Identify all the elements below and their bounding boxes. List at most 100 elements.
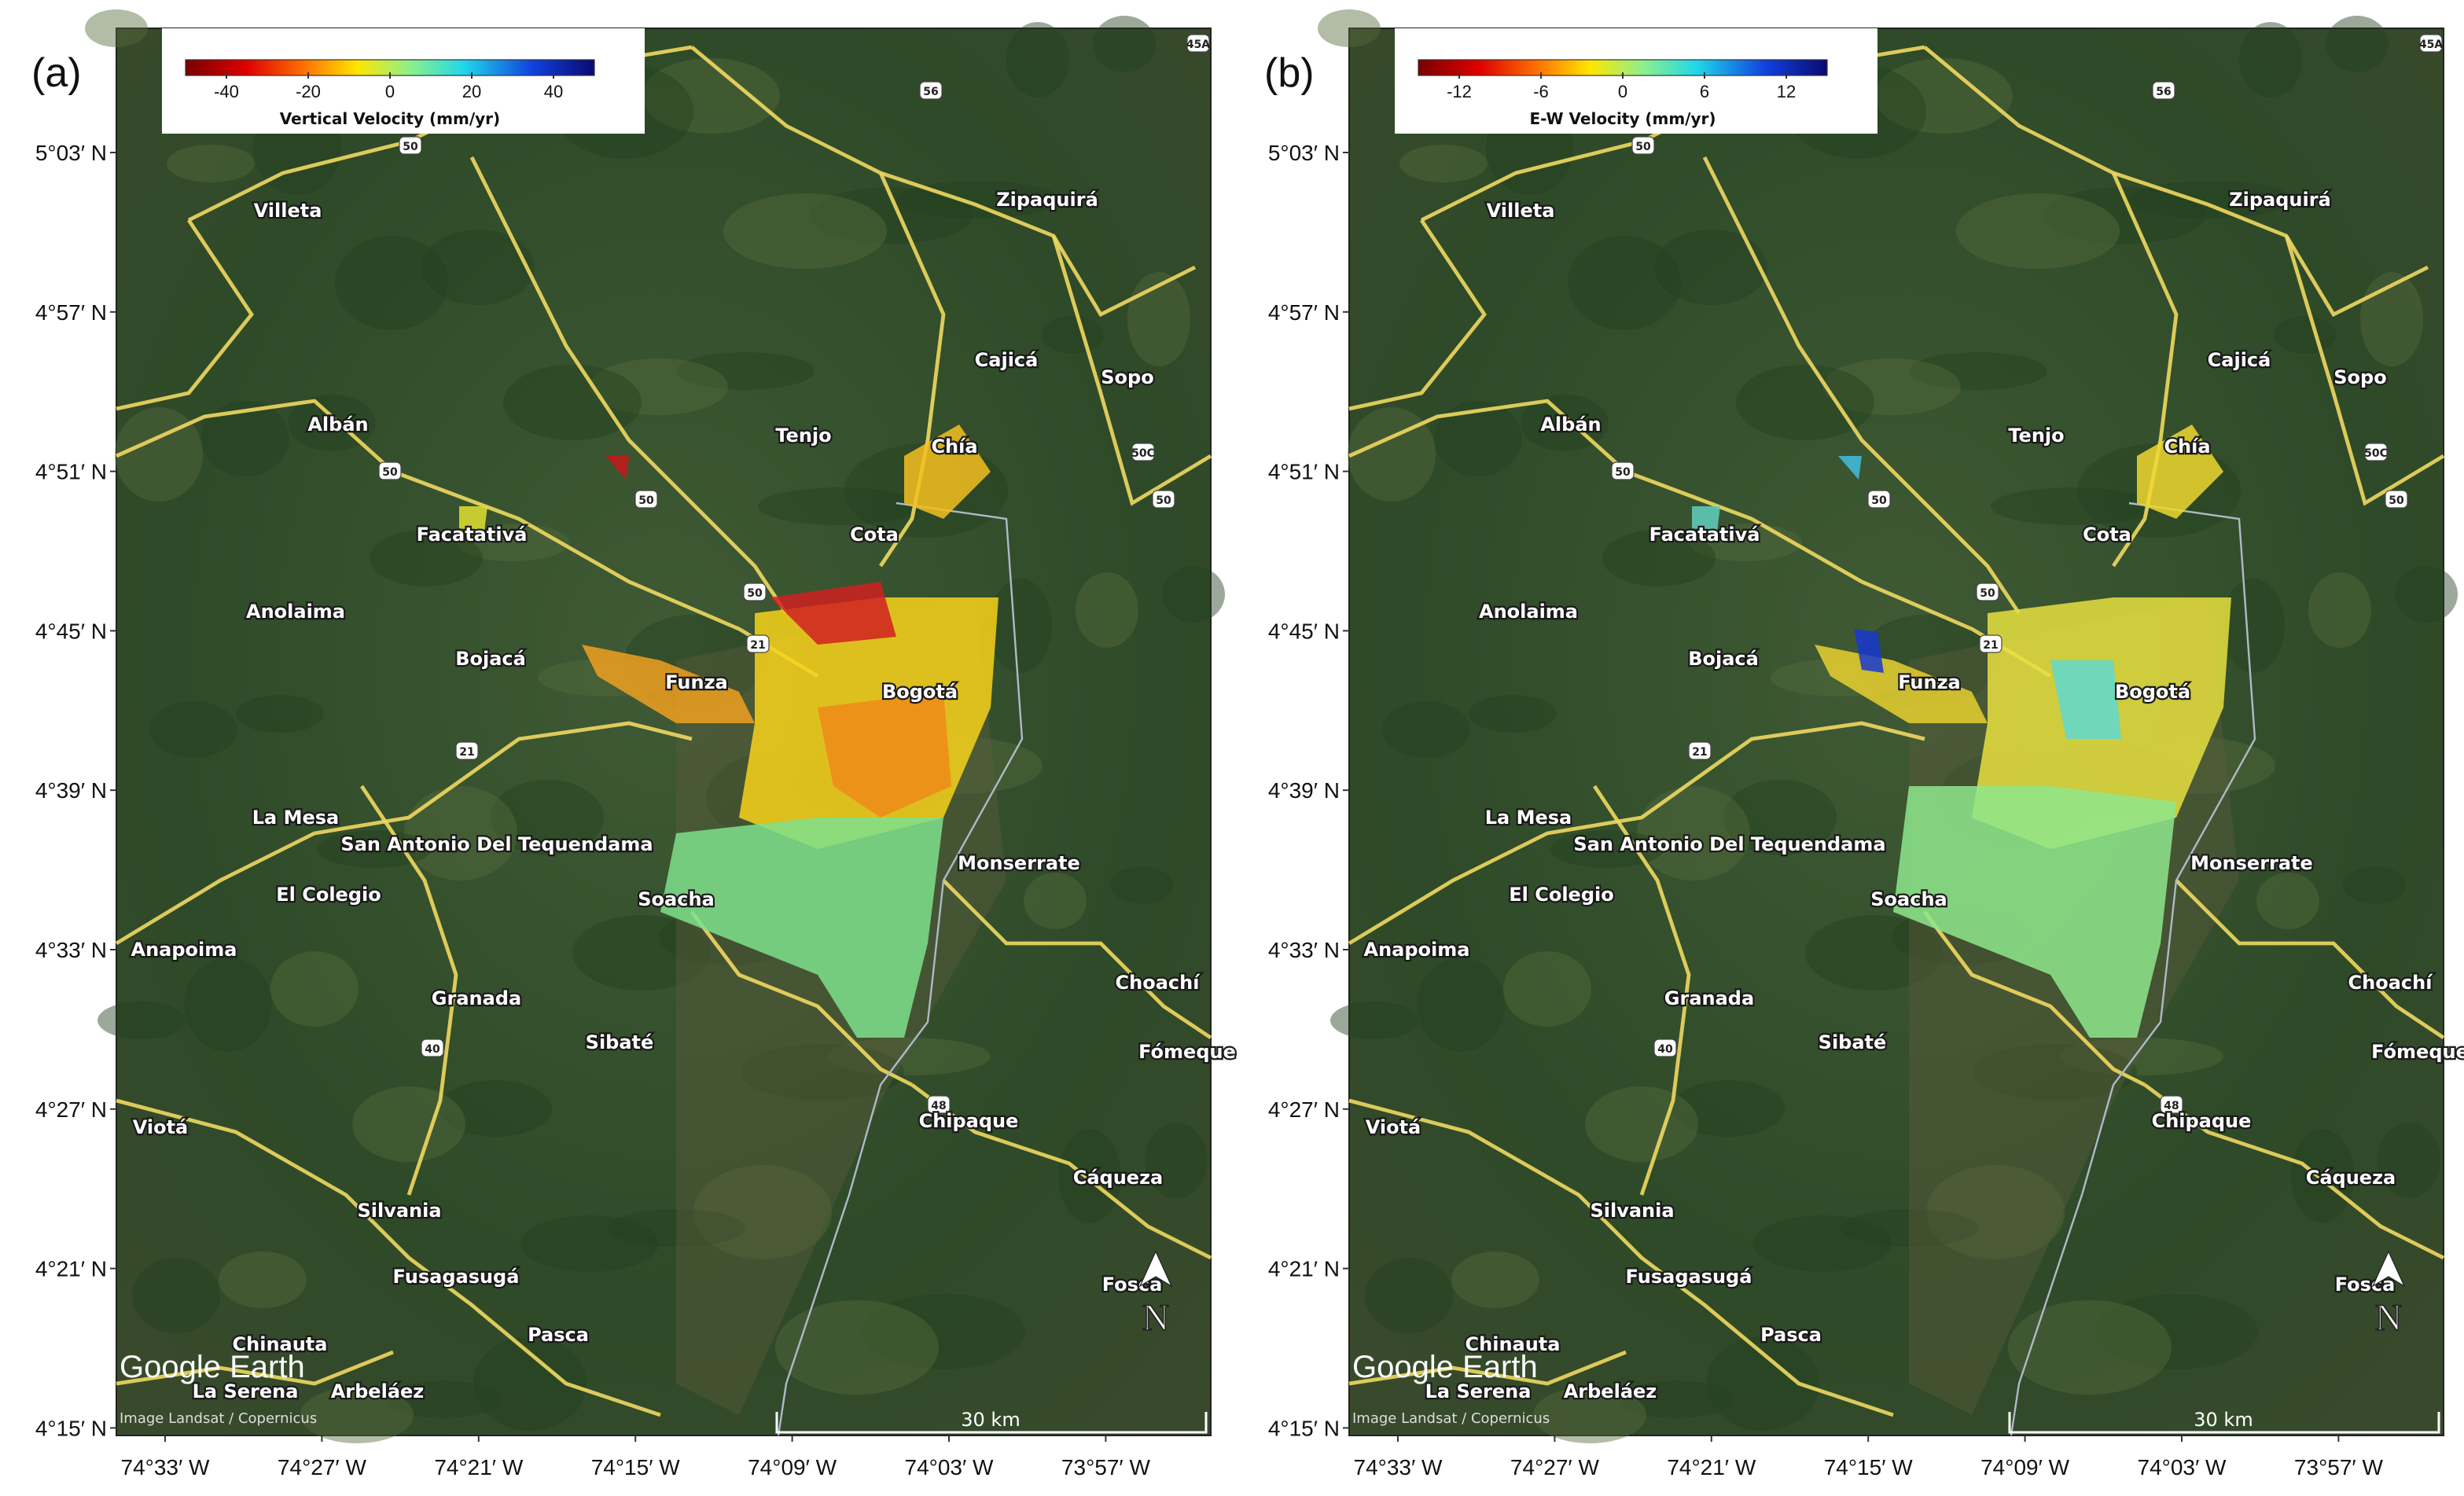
terrain-patch (1602, 530, 1716, 586)
road-shield (1688, 741, 1712, 760)
place-label: Granada (432, 987, 521, 1009)
velocity-area (1692, 506, 1720, 531)
colorbar-box (1395, 28, 1877, 134)
road-shield (1631, 136, 1655, 155)
place-label: Chía (2164, 436, 2210, 458)
place-label: Chinauta (1466, 1333, 1561, 1355)
terrain-patch (2060, 1038, 2223, 1075)
terrain-patch (1671, 1080, 1785, 1137)
lon-tick-label: 74°27′ W (1510, 1455, 1600, 1479)
place-label: Chinauta (233, 1333, 328, 1355)
terrain-patch (1654, 230, 1767, 305)
terrain-patch (758, 487, 921, 525)
panel-label: (a) (31, 50, 82, 96)
place-label: Monserrate (958, 852, 1080, 874)
terrain-patch (2343, 866, 2406, 904)
road (1051, 235, 1212, 506)
place-label: La Mesa (1485, 807, 1572, 829)
road-shield (2419, 34, 2443, 53)
lat-tick-label: 5°03′ N (1268, 141, 1340, 165)
place-label: Viotá (133, 1116, 189, 1138)
road (942, 879, 1212, 1039)
terrain-patch (201, 401, 289, 476)
road-shield (1979, 634, 2002, 653)
lon-tick-label: 74°09′ W (1980, 1455, 2070, 1479)
place-label: Chipaque (2152, 1110, 2252, 1132)
lon-tick-label: 73°57′ W (1061, 1455, 1151, 1479)
place-label: Funza (665, 671, 728, 693)
place-label: Pasca (1760, 1324, 1822, 1346)
terrain-patch (1637, 786, 1750, 880)
place-label: Granada (1664, 987, 1754, 1009)
velocity-area (904, 425, 991, 519)
road-shield-label: 50 (638, 494, 654, 507)
road-shield-label: 50 (2389, 494, 2404, 507)
road-shield-label: 48 (931, 1100, 946, 1112)
road (1348, 1098, 1894, 1417)
map-panel: 45A 56 50 50 50 50C 50 50 21 21 40 48 Villeta Zipaqui… (31, 9, 1238, 1479)
road-shield-label: 50 (747, 587, 763, 600)
velocity-area (582, 645, 755, 723)
road (2284, 235, 2445, 506)
terrain-patch (1041, 316, 1104, 354)
terrain-patch (2094, 1294, 2258, 1369)
road-shield (927, 1095, 951, 1114)
terrain-patch (1503, 951, 1591, 1027)
place-label: Anapoima (1364, 939, 1470, 961)
road-shield-label: 50 (1980, 587, 1995, 600)
terrain-patch (693, 1165, 832, 1259)
lon-tick-label: 74°33′ W (121, 1455, 211, 1479)
road (910, 1083, 1212, 1260)
velocity-area (2050, 660, 2121, 739)
terrain-patch (1973, 1044, 2137, 1101)
place-label: Villeta (254, 200, 322, 222)
road-shield-label: 50 (1615, 466, 1631, 479)
road (1702, 156, 2021, 615)
lat-tick-label: 4°39′ N (1268, 778, 1340, 803)
lon-tick-label: 74°15′ W (591, 1455, 681, 1479)
road-shield (1611, 461, 1635, 480)
place-label: Soacha (638, 888, 714, 910)
place-label: Zipaquirá (996, 189, 1098, 211)
north-label: N (1142, 1297, 1170, 1339)
lat-tick-label: 4°15′ N (1268, 1416, 1340, 1440)
place-label: Cajicá (2208, 349, 2271, 371)
road-shield (1976, 583, 1999, 601)
velocity-area (1854, 629, 1884, 673)
lon-tick-label: 74°03′ W (2138, 1455, 2227, 1479)
road-shield-label: 40 (1657, 1043, 1673, 1056)
terrain-patch (2222, 579, 2285, 673)
place-label: Cáqueza (1073, 1167, 1164, 1189)
lon-tick-label: 74°09′ W (748, 1455, 837, 1479)
district-boundary (777, 502, 1024, 1436)
place-label: Facatativá (417, 524, 528, 546)
velocity-area (459, 506, 487, 531)
road-shield (743, 583, 767, 601)
terrain-patch (270, 951, 359, 1027)
terrain-patch (1451, 1252, 1539, 1308)
place-label: Bogotá (2115, 681, 2190, 703)
road-shield-label: 50C (2364, 447, 2388, 460)
lat-tick-label: 4°51′ N (1268, 460, 1340, 484)
road (115, 721, 693, 946)
road-shield-label: 48 (2164, 1100, 2179, 1112)
lon-tick-label: 74°21′ W (1667, 1455, 1756, 1479)
road (1348, 721, 1925, 946)
north-label: N (2375, 1297, 2403, 1339)
terrain-patch (1058, 1129, 1121, 1223)
road-shield-label: 45A (2419, 39, 2443, 51)
terrain-patch (1417, 958, 1505, 1052)
terrain-patch (723, 193, 887, 269)
terrain-patch (2239, 22, 2302, 97)
terrain-patch (1365, 1258, 1453, 1333)
colorbar-tick-label: -6 (1533, 82, 1549, 101)
road (116, 1350, 394, 1386)
lat-tick-label: 4°57′ N (1268, 300, 1340, 325)
lat-tick-label: 4°39′ N (35, 778, 107, 803)
velocity-area (660, 818, 943, 1038)
terrain-patch (741, 1044, 904, 1101)
road-shield (1653, 1038, 1677, 1057)
place-label: Funza (1898, 671, 1961, 693)
